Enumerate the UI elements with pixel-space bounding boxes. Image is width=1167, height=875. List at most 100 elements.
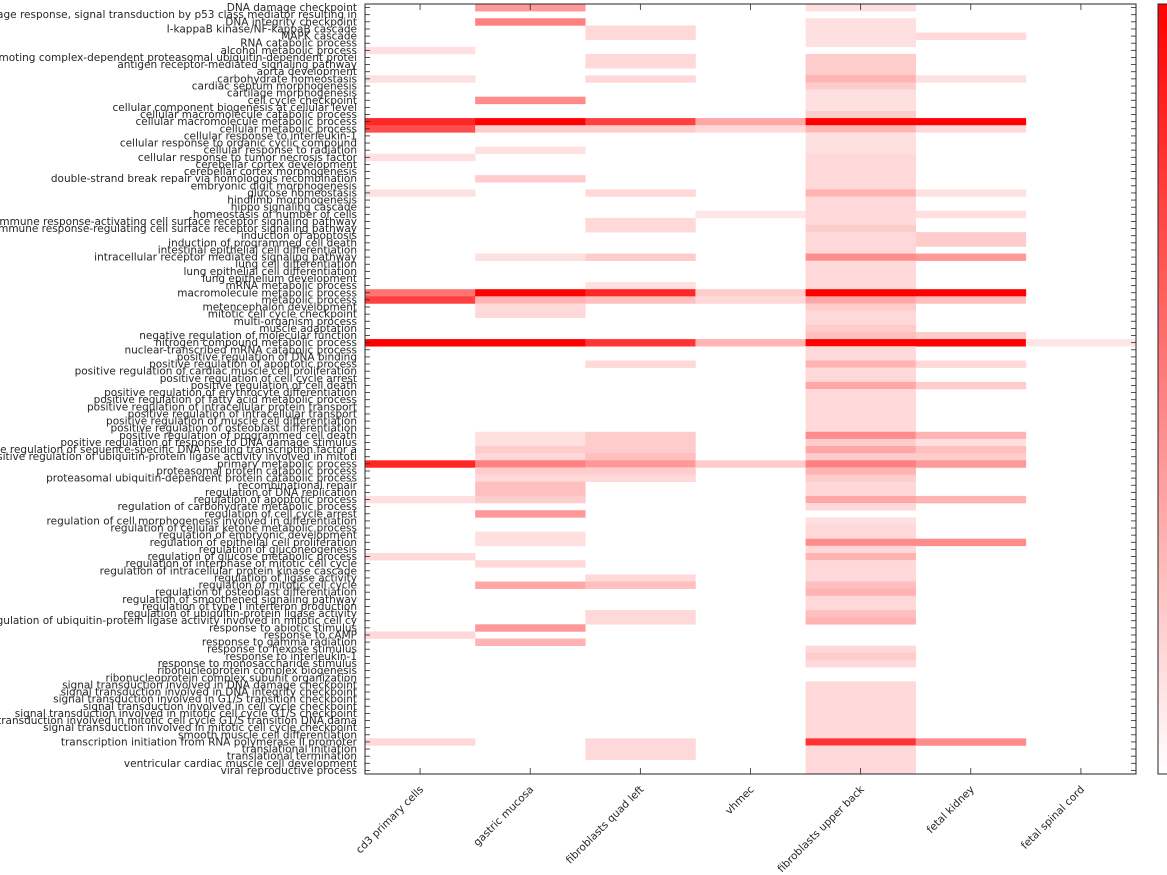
y-tick-label: signal transduction involved in mitotic …	[43, 722, 357, 734]
y-tick-label: metabolic process	[261, 294, 357, 306]
heatmap-cell	[805, 645, 917, 654]
heatmap-cell	[805, 453, 917, 461]
heatmap-cell	[585, 125, 696, 133]
heatmap-cell	[805, 253, 917, 261]
heatmap-cell	[805, 567, 917, 575]
heatmap-cells	[365, 4, 1137, 775]
y-tick-label: signal transduction involved in DNA inte…	[61, 687, 357, 699]
y-tick-label: positive regulation of fatty acid metabo…	[94, 394, 357, 406]
heatmap-cell	[475, 624, 586, 632]
x-tick-label: fetal spinal cord	[1019, 784, 1087, 852]
heatmap-cell	[585, 339, 696, 347]
heatmap-cell	[365, 631, 476, 639]
y-tick-label: positive regulation of erythrocyte diffe…	[104, 387, 357, 399]
y-tick-label: positive regulation of intracellular tra…	[128, 408, 357, 420]
y-tick-label: regulation of ubiquitin-protein ligase a…	[0, 615, 357, 627]
y-tick-label: positive regulation of programmed cell d…	[119, 430, 357, 442]
heatmap-cell	[475, 289, 586, 297]
x-tick-label: fibroblasts upper back	[775, 783, 867, 875]
y-tick-label: macromolecule metabolic process	[177, 287, 357, 299]
heatmap-cell	[805, 153, 917, 162]
y-tick-label: double-strand break repair via homologou…	[51, 173, 357, 185]
heatmap-cell	[805, 339, 917, 347]
x-tick-label: fibroblasts quad left	[564, 784, 647, 867]
heatmap-cell	[475, 446, 586, 454]
y-tick-label: I-kappaB kinase/NF-kappaB cascade	[167, 23, 357, 35]
heatmap-cell	[915, 239, 1027, 247]
y-tick-label: cardiac septum morphogenesis	[192, 80, 357, 92]
y-tick-label: cell cycle checkpoint	[248, 95, 357, 107]
heatmap-cell	[805, 531, 917, 540]
heatmap-cell	[805, 246, 917, 254]
heatmap-cell	[805, 310, 917, 318]
heatmap-cell	[475, 460, 586, 468]
heatmap-cell	[805, 167, 917, 176]
heatmap-cell	[805, 681, 917, 689]
heatmap-cell	[805, 331, 917, 340]
heatmap-cell	[805, 446, 917, 454]
heatmap-cell	[585, 25, 696, 33]
heatmap-cell	[365, 46, 476, 55]
y-tick-label: positive regulation of response to DNA d…	[60, 437, 357, 449]
y-tick-label: mitotic cell cycle checkpoint	[208, 309, 357, 321]
y-tick-label: signal transduction involved in mitotic …	[15, 708, 357, 720]
heatmap-cell	[805, 89, 917, 97]
heatmap-cell	[695, 289, 806, 297]
y-tick-label: positive regulation of muscle cell diffe…	[106, 416, 357, 428]
y-tick-label: muscle adaptation	[259, 323, 357, 335]
heatmap-cell	[475, 118, 586, 126]
heatmap-cell	[585, 446, 696, 454]
heatmap-cell	[805, 110, 917, 119]
heatmap-cell	[805, 367, 917, 376]
heatmap-cell	[585, 189, 696, 197]
y-tick-label: positive regulation of DNA binding	[177, 351, 357, 363]
heatmap-cell	[915, 339, 1027, 347]
x-tick-label: vhmec	[723, 783, 757, 817]
y-tick-label: cellular response to interleukin-1	[184, 130, 357, 142]
y-tick-label: antigen receptor-mediated signaling path…	[117, 59, 357, 71]
heatmap-cell	[915, 189, 1027, 197]
heatmap-cell	[585, 118, 696, 126]
heatmap-cell	[805, 524, 917, 532]
y-tick-label: translational termination	[227, 751, 357, 763]
heatmap-cell	[805, 602, 917, 611]
y-tick-label: regulation of ligase activity	[214, 572, 357, 584]
heatmap-cell	[805, 274, 917, 283]
heatmap-cell	[915, 125, 1027, 133]
y-tick-label: metencephalon development	[202, 302, 357, 314]
heatmap-cell	[915, 495, 1027, 504]
heatmap-cell	[695, 125, 806, 133]
heatmap-cell	[475, 431, 586, 440]
y-tick-label: ribonucleoprotein complex subunit organi…	[106, 672, 357, 684]
y-tick-label: positive regulation of ubiquitin-protein…	[0, 451, 357, 463]
y-tick-label: anaphase-promoting complex-dependent pro…	[0, 52, 357, 64]
y-tick-label: response to hexose stimulus	[207, 644, 357, 656]
heatmap-cell	[475, 125, 586, 133]
heatmap-cell	[805, 189, 917, 197]
heatmap-cell	[915, 32, 1027, 40]
heatmap-cell	[805, 303, 917, 311]
heatmap-cell	[805, 410, 917, 418]
heatmap-cell	[805, 203, 917, 212]
heatmap-cell	[915, 738, 1027, 746]
y-tick-label: cellular macromolecule catabolic process	[140, 109, 357, 121]
y-tick-label: signal transduction involved in mitotic …	[0, 715, 357, 727]
y-tick-label: response to interleukin-1	[225, 651, 357, 663]
heatmap-cell	[805, 617, 917, 625]
y-tick-label: DNA damage checkpoint	[227, 2, 357, 14]
heatmap-cell	[805, 317, 917, 326]
heatmap-cell	[805, 353, 917, 361]
heatmap-cell	[805, 389, 917, 397]
heatmap-cell	[805, 139, 917, 147]
heatmap-cell	[475, 146, 586, 155]
heatmap-cell	[805, 552, 917, 561]
heatmap-cell	[585, 431, 696, 440]
heatmap-cell	[915, 232, 1027, 240]
heatmap-cell	[915, 118, 1027, 126]
heatmap-cell	[805, 460, 917, 468]
heatmap-cell	[805, 239, 917, 247]
y-tick-label: ventricular cardiac muscle cell developm…	[124, 758, 357, 770]
heatmap-cell	[915, 75, 1027, 83]
y-tick-label: glucose homeostasis	[247, 187, 357, 199]
